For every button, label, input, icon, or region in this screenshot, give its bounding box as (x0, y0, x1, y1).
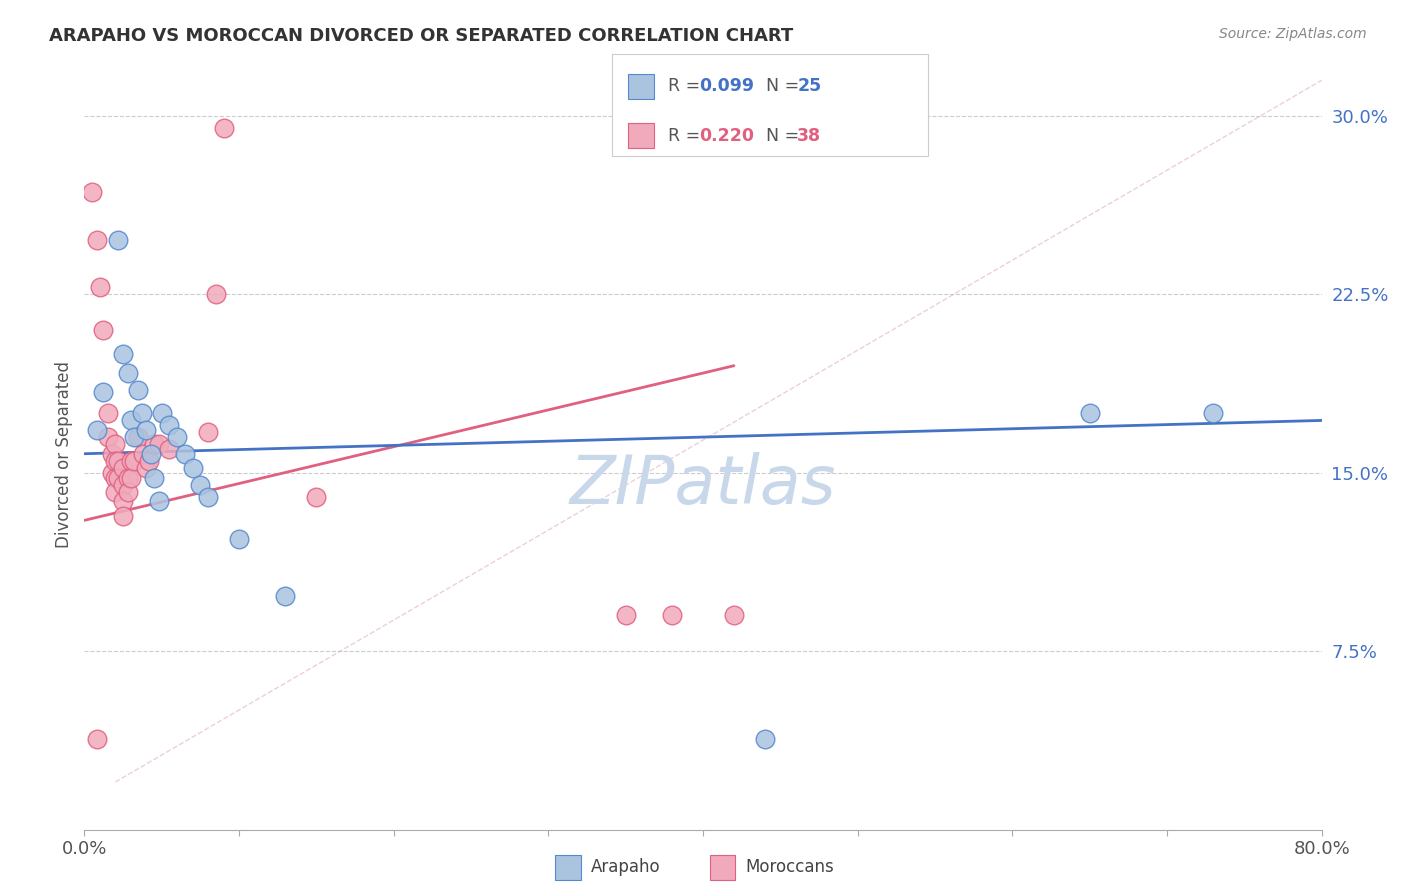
Point (86, 423, 108, 437)
Point (86, 233, 108, 247)
Point (120, 454, 142, 468)
Point (148, 437, 170, 451)
Point (120, 470, 142, 484)
Point (101, 466, 124, 480)
Point (89, 280, 111, 294)
Point (181, 461, 204, 475)
Point (101, 447, 124, 461)
Point (305, 490, 328, 504)
Point (188, 477, 211, 491)
Point (274, 590, 297, 604)
Text: ARAPAHO VS MOROCCAN DIVORCED OR SEPARATED CORRELATION CHART: ARAPAHO VS MOROCCAN DIVORCED OR SEPARATE… (49, 27, 793, 45)
Text: Arapaho: Arapaho (591, 858, 661, 876)
Point (117, 470, 139, 484)
Point (148, 494, 170, 508)
Point (159, 418, 180, 433)
Point (112, 461, 135, 475)
Text: Source: ZipAtlas.com: Source: ZipAtlas.com (1219, 27, 1367, 41)
Point (104, 484, 127, 499)
Point (228, 533, 250, 547)
Point (166, 430, 188, 444)
Point (104, 454, 127, 468)
Point (661, 608, 683, 623)
Point (91, 323, 114, 337)
Point (127, 383, 149, 397)
Point (112, 477, 135, 491)
Point (174, 447, 197, 461)
Point (104, 437, 127, 451)
Text: N =: N = (755, 127, 804, 145)
Point (159, 442, 180, 456)
Point (112, 508, 135, 523)
Point (127, 430, 149, 444)
Point (754, 732, 776, 747)
Point (135, 461, 157, 475)
Point (112, 347, 135, 361)
Point (205, 287, 228, 301)
Point (107, 233, 129, 247)
Point (96, 430, 118, 444)
Point (122, 430, 145, 444)
Point (107, 454, 129, 468)
Point (122, 454, 145, 468)
Text: R =: R = (668, 78, 706, 95)
Text: N =: N = (755, 78, 804, 95)
Point (723, 608, 745, 623)
Point (96, 406, 118, 420)
Point (131, 406, 153, 420)
Text: Moroccans: Moroccans (745, 858, 834, 876)
Point (82, 185, 104, 199)
Point (150, 406, 173, 420)
Point (135, 423, 157, 437)
Point (104, 470, 127, 484)
Y-axis label: Divorced or Separated: Divorced or Separated (55, 361, 73, 549)
Point (197, 490, 219, 504)
Text: 25: 25 (797, 78, 821, 95)
Text: ZIPatlas: ZIPatlas (569, 452, 837, 518)
Point (91, 384, 114, 399)
Point (139, 447, 162, 461)
Text: R =: R = (668, 127, 706, 145)
Point (138, 454, 160, 468)
Point (1078, 406, 1101, 420)
Point (1202, 406, 1225, 420)
Point (212, 120, 235, 135)
Text: 0.099: 0.099 (699, 78, 754, 95)
Point (614, 608, 637, 623)
Text: 0.220: 0.220 (699, 127, 754, 145)
Point (117, 484, 139, 499)
Point (120, 413, 142, 427)
Point (197, 425, 219, 440)
Point (143, 470, 166, 484)
Point (117, 366, 139, 380)
Point (132, 447, 155, 461)
Text: 38: 38 (797, 127, 821, 145)
Point (112, 494, 135, 508)
Point (107, 470, 129, 484)
Point (86, 732, 108, 747)
Point (143, 437, 166, 451)
